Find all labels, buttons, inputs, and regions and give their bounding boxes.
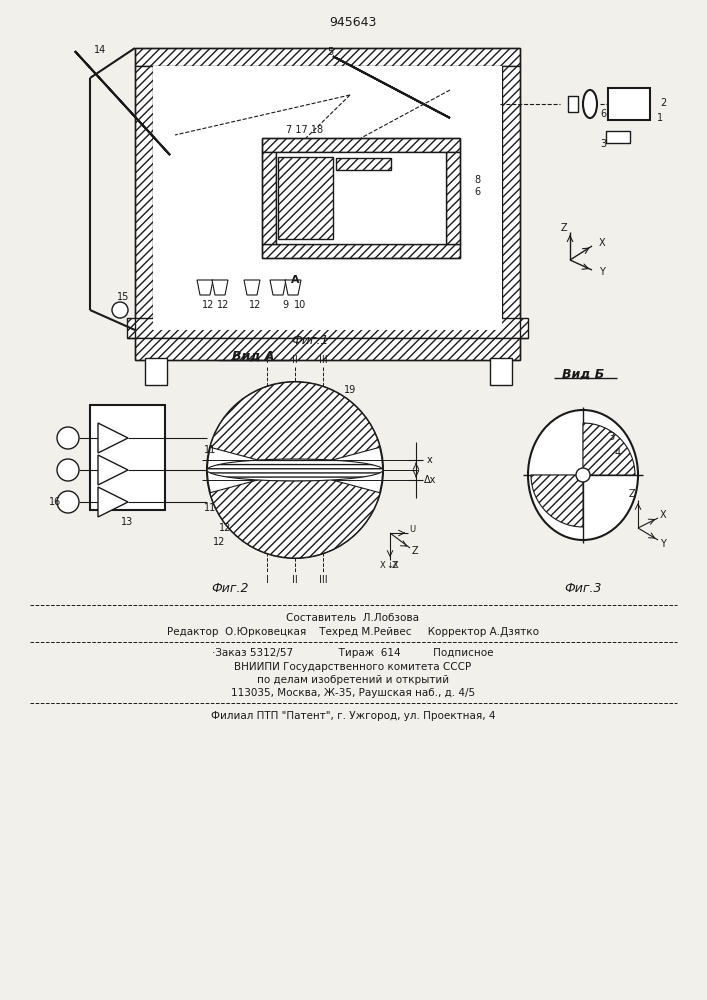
- Polygon shape: [333, 56, 450, 118]
- Text: X: X: [380, 562, 386, 570]
- Text: II: II: [292, 355, 298, 365]
- Text: 5: 5: [327, 47, 333, 57]
- Text: 4: 4: [615, 448, 621, 458]
- Bar: [608, 88, 650, 120]
- Bar: [336, 158, 391, 170]
- Polygon shape: [285, 280, 301, 295]
- Text: Z: Z: [629, 489, 636, 499]
- Polygon shape: [98, 423, 128, 453]
- Polygon shape: [212, 280, 228, 295]
- Bar: [135, 48, 520, 66]
- Text: 11: 11: [204, 503, 216, 513]
- Circle shape: [57, 427, 79, 449]
- Bar: [606, 131, 630, 143]
- Circle shape: [576, 468, 590, 482]
- Text: Y: Y: [599, 267, 605, 277]
- Bar: [262, 152, 276, 244]
- Text: I: I: [266, 575, 269, 585]
- Text: 1: 1: [657, 113, 663, 123]
- Text: X: X: [599, 238, 605, 248]
- Bar: [145, 358, 167, 385]
- Bar: [502, 66, 520, 330]
- Text: II: II: [292, 575, 298, 585]
- Polygon shape: [75, 51, 170, 155]
- Wedge shape: [210, 382, 380, 470]
- Text: Составитель  Л.Лобзова: Составитель Л.Лобзова: [286, 613, 419, 623]
- Text: U: U: [409, 524, 415, 534]
- Bar: [262, 244, 460, 258]
- Text: x: x: [427, 455, 433, 465]
- Polygon shape: [244, 280, 260, 295]
- Text: Z: Z: [561, 223, 567, 233]
- Text: 6: 6: [600, 109, 606, 119]
- Wedge shape: [583, 423, 635, 475]
- Bar: [446, 152, 460, 244]
- Text: 9: 9: [282, 300, 288, 310]
- Text: 10: 10: [294, 300, 306, 310]
- Text: 113035, Москва, Ж-35, Раушская наб., д. 4/5: 113035, Москва, Ж-35, Раушская наб., д. …: [231, 688, 475, 698]
- Ellipse shape: [207, 459, 383, 481]
- Bar: [262, 138, 460, 152]
- Text: III: III: [319, 355, 327, 365]
- Bar: [153, 66, 502, 330]
- Text: 945643: 945643: [329, 15, 377, 28]
- Circle shape: [57, 491, 79, 513]
- Wedge shape: [531, 475, 583, 527]
- Text: 3: 3: [608, 432, 614, 442]
- Text: ·Заказ 5312/57              Тираж  614          Подписное: ·Заказ 5312/57 Тираж 614 Подписное: [212, 648, 493, 658]
- Text: III: III: [319, 575, 327, 585]
- Circle shape: [112, 302, 128, 318]
- Bar: [276, 152, 446, 244]
- Text: 2: 2: [660, 98, 666, 108]
- Polygon shape: [197, 280, 213, 295]
- Polygon shape: [98, 455, 128, 485]
- Text: A: A: [291, 275, 299, 285]
- Text: Y: Y: [660, 539, 666, 549]
- Bar: [490, 358, 512, 385]
- Text: 12: 12: [213, 537, 226, 547]
- Text: 12: 12: [218, 523, 231, 533]
- Bar: [135, 338, 520, 360]
- Text: Δx: Δx: [423, 475, 436, 485]
- Text: 7 17 18: 7 17 18: [286, 125, 324, 135]
- Text: Фиг.2: Фиг.2: [211, 582, 249, 594]
- Polygon shape: [270, 280, 286, 295]
- Circle shape: [207, 382, 383, 558]
- Text: Филиал ПТП "Патент", г. Ужгород, ул. Проектная, 4: Филиал ПТП "Патент", г. Ужгород, ул. Про…: [211, 711, 495, 721]
- Bar: [568, 96, 578, 112]
- Text: 16: 16: [49, 497, 61, 507]
- Text: 11: 11: [204, 445, 216, 455]
- Text: 15: 15: [117, 292, 129, 302]
- Text: 12: 12: [249, 300, 261, 310]
- Text: Z: Z: [392, 562, 398, 570]
- Text: 12: 12: [201, 300, 214, 310]
- Bar: [135, 66, 153, 330]
- Bar: [278, 157, 333, 239]
- Text: ВНИИПИ Государственного комитета СССР: ВНИИПИ Государственного комитета СССР: [235, 662, 472, 672]
- Text: Z: Z: [411, 546, 419, 556]
- Text: 14: 14: [94, 45, 106, 55]
- Text: Фиг.1: Фиг.1: [291, 334, 329, 347]
- Ellipse shape: [583, 90, 597, 118]
- Text: Фиг.3: Фиг.3: [564, 582, 602, 594]
- Text: 12: 12: [217, 300, 229, 310]
- Polygon shape: [98, 487, 128, 517]
- Text: 13: 13: [121, 517, 133, 527]
- Text: Вид А: Вид А: [232, 350, 274, 362]
- Wedge shape: [210, 470, 380, 558]
- Text: Вид Б: Вид Б: [562, 367, 604, 380]
- Text: 3: 3: [600, 139, 606, 149]
- Text: X: X: [660, 510, 666, 520]
- Text: Редактор  О.Юрковецкая    Техред М.Рейвес     Корректор А.Дзятко: Редактор О.Юрковецкая Техред М.Рейвес Ко…: [167, 627, 539, 637]
- Text: 8: 8: [474, 175, 480, 185]
- Ellipse shape: [528, 410, 638, 540]
- Text: ↓X: ↓X: [387, 562, 399, 570]
- Text: 6: 6: [474, 187, 480, 197]
- Text: 19: 19: [344, 385, 356, 395]
- Bar: [127, 318, 528, 338]
- Text: по делам изобретений и открытий: по делам изобретений и открытий: [257, 675, 449, 685]
- Circle shape: [57, 459, 79, 481]
- Bar: [90, 405, 165, 510]
- Text: I: I: [266, 355, 269, 365]
